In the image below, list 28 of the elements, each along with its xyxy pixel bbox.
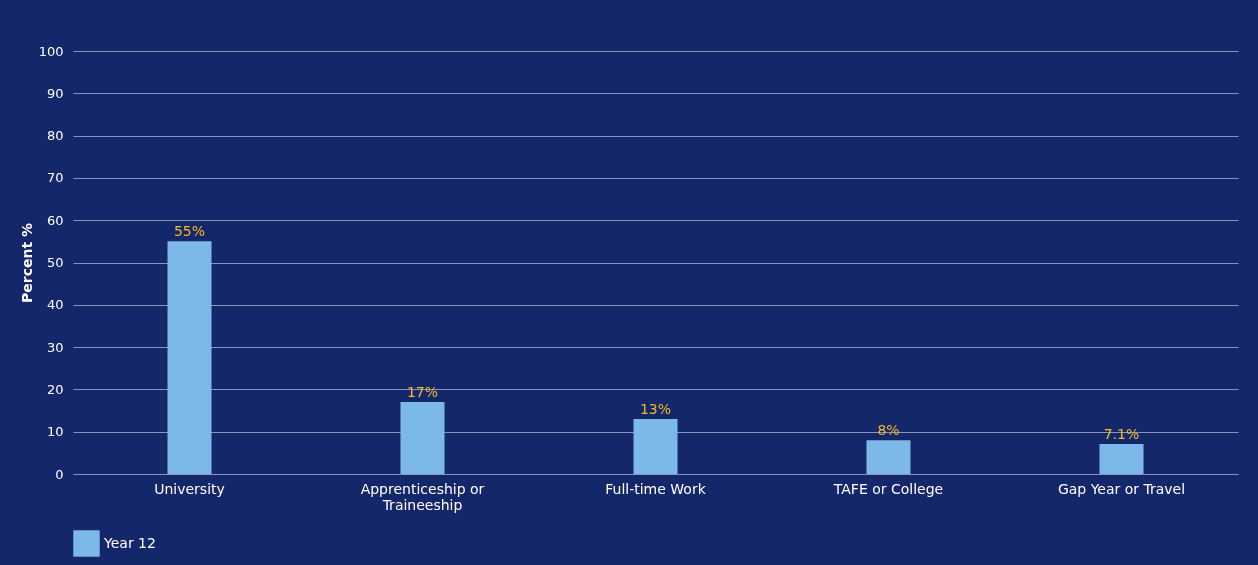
y-tick-label: 80 [46, 128, 64, 144]
data-label: 17% [406, 384, 439, 401]
y-tick-label: 20 [46, 381, 64, 397]
bar [633, 419, 678, 474]
bar [866, 440, 911, 474]
y-tick-label: 50 [46, 255, 64, 270]
data-label: 8% [877, 422, 900, 439]
x-tick-label: TAFE or College [832, 480, 944, 497]
x-tick-label: Full-time Work [605, 480, 707, 497]
x-tick-label: Gap Year or Travel [1057, 480, 1186, 497]
x-tick-label: Apprenticeship or Traineeship [360, 480, 485, 513]
bar [400, 402, 445, 474]
y-tick-label: 90 [46, 85, 64, 101]
y-tick-label: 30 [46, 339, 64, 355]
data-label: 55% [173, 223, 206, 240]
y-axis-title: Percent % [18, 222, 35, 304]
y-tick-label: 10 [46, 424, 64, 440]
x-tick-label: University [154, 480, 225, 497]
bar [1099, 443, 1144, 474]
y-tick-label: 40 [46, 297, 64, 313]
data-label: 13% [639, 401, 672, 418]
y-tick-label: 60 [46, 212, 64, 228]
y-tick-label: 100 [38, 43, 64, 59]
bar [167, 241, 212, 474]
y-tick-label: 0 [55, 466, 64, 482]
y-tick-label: 70 [46, 170, 64, 186]
legend-label: Year 12 [103, 534, 156, 551]
data-label: 7.1% [1103, 425, 1140, 442]
